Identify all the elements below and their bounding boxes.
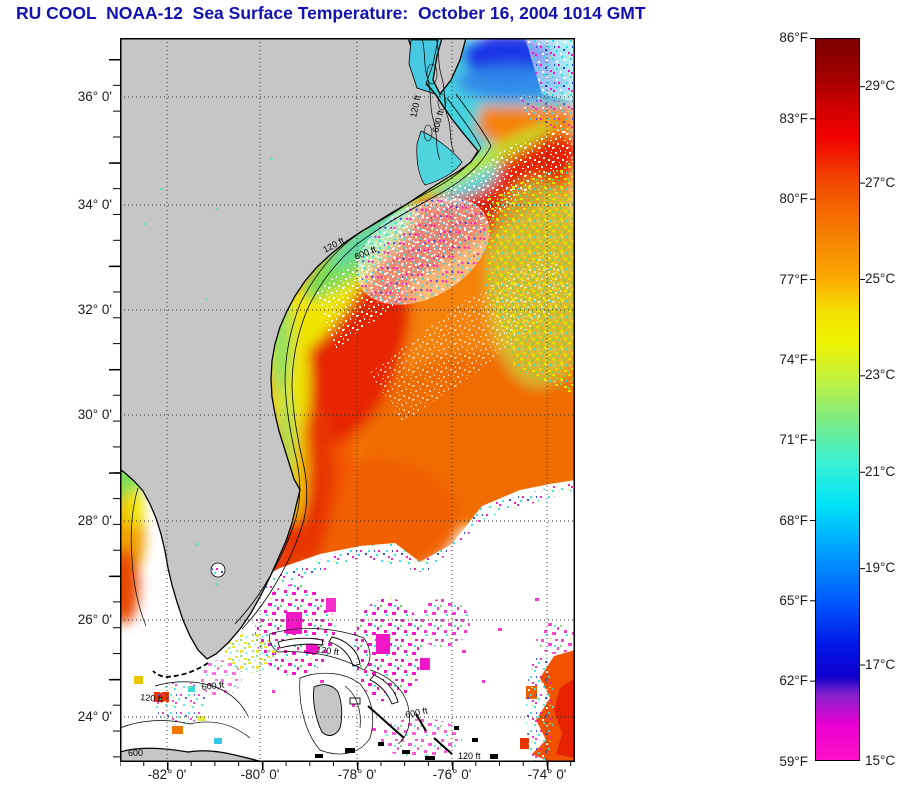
colorbar-label-27c: 27°C [865,175,896,190]
us-mainland-coastline [120,38,479,660]
colorbar-label-59f: 59°F [779,754,808,769]
colorbar-label-80f: 80°F [779,191,808,206]
lon-label--82: -82° 0' [147,767,187,782]
cloud-flag-speckles [134,584,539,758]
svg-text:600: 600 [128,748,143,758]
bahamas-islands [277,636,453,755]
cloud-speckle-streaks [315,38,575,423]
svg-text:120 ft: 120 ft [408,94,423,119]
svg-text:600 ft: 600 ft [201,680,225,692]
left-axis-minor-ticks [113,38,120,762]
colorbar-label-23c: 23°C [865,367,896,382]
colorbar-label-25c: 25°C [865,271,896,286]
lon-label--74: -74° 0' [527,767,567,782]
lat-label-28: 28° 0' [77,513,112,528]
colorbar-label-21c: 21°C [865,464,896,479]
lake-okeechobee [210,562,226,578]
colorbar-label-86f: 86°F [779,30,808,45]
svg-text:120 ft: 120 ft [316,644,340,657]
colorbar-label-65f: 65°F [779,593,808,608]
bahamas-bank-contours [268,628,410,755]
sst-map-svg: 120 ft 600 ft 120 ft 600 ft 120 ft 600 f… [120,38,575,762]
map-border [120,38,575,762]
cuba-coast [120,747,264,762]
colorbar-label-17c: 17°C [865,657,896,672]
colorbar-label-29c: 29°C [865,78,896,93]
lon-label--76: -76° 0' [432,767,472,782]
lat-label-34: 34° 0' [77,197,112,212]
lat-label-24: 24° 0' [77,709,112,724]
svg-text:120 ft: 120 ft [140,692,164,704]
graticule [120,38,575,762]
lon-label--80: -80° 0' [240,767,280,782]
land-cloud-flecks [144,158,273,586]
colorbar-label-62f: 62°F [779,673,808,688]
colorbar-gradient [815,38,860,761]
lat-label-36: 36° 0' [77,89,112,104]
page-title: RU COOL NOAA-12 Sea Surface Temperature:… [16,3,646,23]
lon-label--78: -78° 0' [337,767,377,782]
sst-map-plot: 120 ft 600 ft 120 ft 600 ft 120 ft 600 f… [120,38,575,762]
colorbar-label-71f: 71°F [779,432,808,447]
land-mass [120,38,479,762]
colorbar-label-19c: 19°C [865,560,896,575]
left-axis-major-ticks [109,38,120,762]
lat-label-32: 32° 0' [77,302,112,317]
colorbar-label-68f: 68°F [779,513,808,528]
bottom-right-warm-patch [520,622,575,762]
svg-text:120 ft: 120 ft [458,751,481,761]
lat-label-26: 26° 0' [77,612,112,627]
small-islets [315,726,498,760]
svg-text:600 ft: 600 ft [404,705,429,720]
lat-label-30: 30° 0' [77,407,112,422]
florida-keys [152,662,209,678]
delmarva-peninsula [432,38,467,96]
colorbar-label-83f: 83°F [779,111,808,126]
colorbar-label-15c: 15°C [865,753,896,768]
colorbar-label-77f: 77°F [779,272,808,287]
bathymetry-contours [120,38,492,739]
colorbar-label-74f: 74°F [779,352,808,367]
